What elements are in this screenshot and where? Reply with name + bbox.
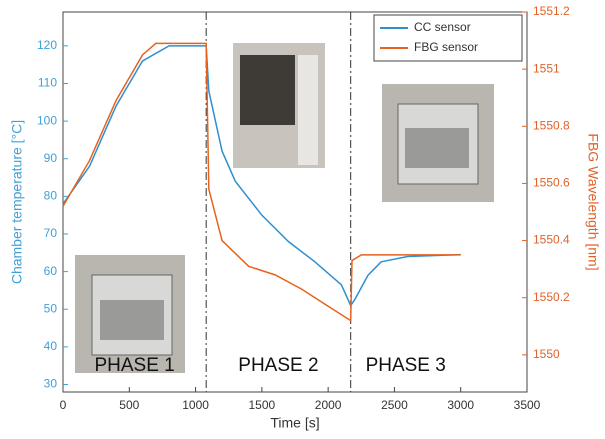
y2-tick-label: 1550 [533, 347, 560, 361]
data-line [62, 45, 461, 307]
x-tick-label: 500 [119, 398, 139, 412]
y-tick-label: 50 [44, 301, 58, 315]
y-axis-label: Chamber temperature [°C] [9, 120, 25, 284]
x-tick-label: 2000 [315, 398, 342, 412]
legend-label: CC sensor [414, 20, 471, 34]
data-line [62, 42, 461, 322]
y-tick-label: 90 [44, 151, 58, 165]
phase-label: PHASE 2 [238, 355, 318, 376]
y2-tick-label: 1551.2 [533, 4, 570, 18]
y2-tick-label: 1550.2 [533, 290, 570, 304]
y-tick-label: 120 [37, 38, 57, 52]
y-tick-label: 70 [44, 226, 58, 240]
photo [382, 84, 494, 202]
y-tick-label: 100 [37, 113, 57, 127]
y-tick-label: 110 [38, 76, 57, 90]
x-tick-label: 3500 [514, 398, 541, 412]
y2-tick-label: 1550.8 [533, 118, 570, 132]
x-tick-label: 1500 [249, 398, 276, 412]
x-tick-label: 1000 [182, 398, 209, 412]
legend: CC sensor FBG sensor [373, 14, 523, 62]
x-tick-label: 2500 [381, 398, 408, 412]
x-tick-label: 0 [60, 398, 67, 412]
y2-axis-label: FBG Wavelength [nm] [585, 133, 601, 270]
y-tick-label: 30 [44, 377, 58, 391]
x-axis-label: Time [s] [270, 415, 319, 431]
y2-tick-label: 1551 [533, 61, 560, 75]
x-tick-label: 3000 [447, 398, 474, 412]
y2-tick-label: 1550.6 [533, 176, 570, 190]
y-tick-label: 80 [44, 189, 58, 203]
photo [75, 255, 185, 373]
legend-label: FBG sensor [414, 40, 478, 54]
y-tick-label: 40 [44, 339, 58, 353]
legend-box [373, 14, 523, 62]
y2-tick-label: 1550.4 [533, 233, 570, 247]
phase-label: PHASE 1 [94, 355, 174, 376]
phase-label: PHASE 3 [366, 355, 446, 376]
y-tick-label: 60 [44, 264, 58, 278]
photo [233, 43, 325, 168]
